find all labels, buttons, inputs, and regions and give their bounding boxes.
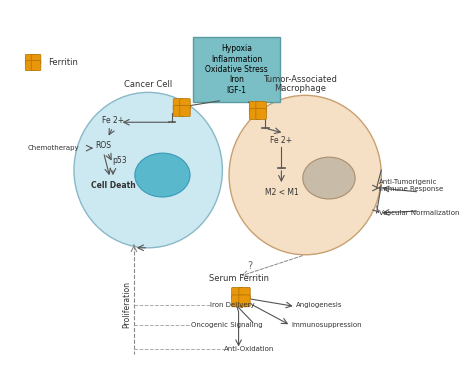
Text: Tumor-Associated: Tumor-Associated bbox=[264, 75, 337, 84]
Text: Proliferation: Proliferation bbox=[122, 281, 131, 328]
Text: Macrophage: Macrophage bbox=[274, 84, 327, 93]
Text: Anti-Oxidation: Anti-Oxidation bbox=[224, 346, 274, 352]
FancyBboxPatch shape bbox=[256, 109, 266, 119]
Text: Hypoxia
Inflammation
Oxidative Stress
Iron
IGF-1: Hypoxia Inflammation Oxidative Stress Ir… bbox=[205, 44, 268, 95]
Text: Ferritin: Ferritin bbox=[48, 58, 78, 67]
FancyBboxPatch shape bbox=[256, 102, 266, 112]
Text: Fe 2+: Fe 2+ bbox=[102, 116, 124, 125]
FancyBboxPatch shape bbox=[180, 99, 190, 110]
Text: Fe 2+: Fe 2+ bbox=[270, 136, 292, 145]
Circle shape bbox=[74, 92, 222, 248]
FancyBboxPatch shape bbox=[232, 287, 243, 299]
Text: Iron Delivery: Iron Delivery bbox=[210, 301, 255, 308]
Circle shape bbox=[229, 95, 381, 255]
Text: Oncogenic Signaling: Oncogenic Signaling bbox=[191, 321, 263, 328]
FancyBboxPatch shape bbox=[31, 54, 41, 64]
FancyBboxPatch shape bbox=[193, 37, 281, 102]
FancyBboxPatch shape bbox=[173, 99, 183, 110]
FancyBboxPatch shape bbox=[25, 54, 35, 64]
Text: Chemotherapy: Chemotherapy bbox=[27, 145, 79, 151]
Text: Cancer Cell: Cancer Cell bbox=[124, 80, 173, 89]
FancyBboxPatch shape bbox=[249, 109, 260, 119]
FancyBboxPatch shape bbox=[173, 105, 183, 117]
Text: ?: ? bbox=[247, 261, 253, 271]
FancyBboxPatch shape bbox=[239, 295, 250, 307]
FancyBboxPatch shape bbox=[232, 295, 243, 307]
Text: Vascular Normalization: Vascular Normalization bbox=[379, 210, 460, 216]
Text: M2 < M1: M2 < M1 bbox=[264, 189, 298, 198]
Text: Immunosuppression: Immunosuppression bbox=[291, 321, 362, 328]
Text: Serum Ferritin: Serum Ferritin bbox=[209, 274, 269, 283]
Text: Anti-Tumorigenic
Immune Response: Anti-Tumorigenic Immune Response bbox=[379, 179, 444, 191]
FancyBboxPatch shape bbox=[180, 105, 190, 117]
Text: Cell Death: Cell Death bbox=[91, 181, 136, 189]
FancyBboxPatch shape bbox=[249, 102, 260, 112]
Text: Angiogenesis: Angiogenesis bbox=[296, 301, 342, 308]
Text: ROS: ROS bbox=[95, 141, 111, 150]
FancyBboxPatch shape bbox=[25, 60, 35, 70]
Ellipse shape bbox=[303, 157, 355, 199]
FancyBboxPatch shape bbox=[31, 60, 41, 70]
Text: p53: p53 bbox=[112, 156, 127, 165]
Ellipse shape bbox=[135, 153, 190, 197]
FancyBboxPatch shape bbox=[239, 287, 250, 299]
